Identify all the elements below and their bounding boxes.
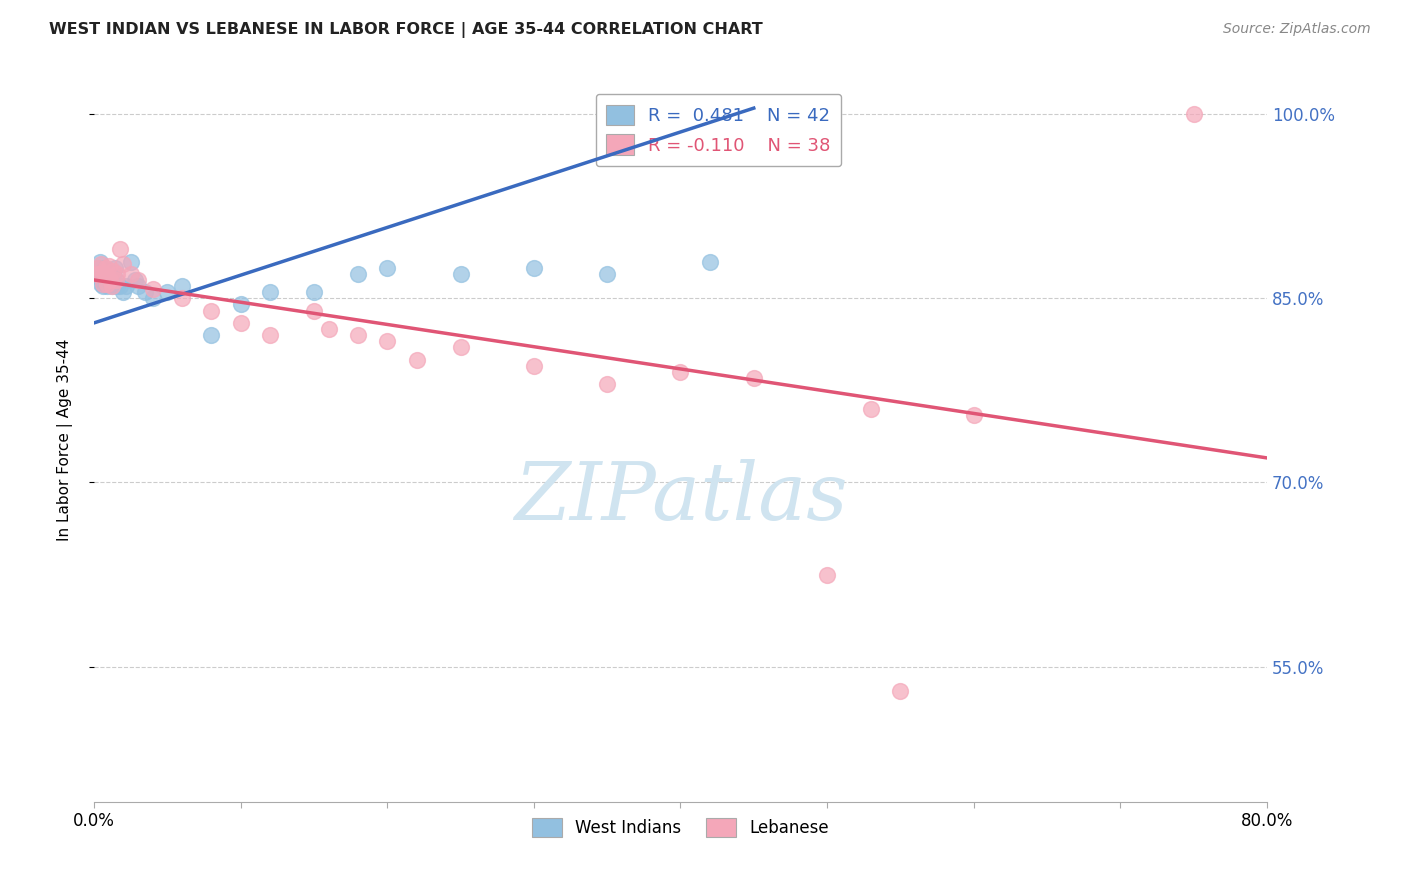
Lebanese <box>90 257 112 271</box>
Lebanese <box>259 328 281 343</box>
West Indians <box>91 279 114 293</box>
West Indians <box>523 260 546 275</box>
Lebanese <box>963 408 986 422</box>
West Indians <box>94 273 117 287</box>
West Indians <box>375 260 398 275</box>
West Indians <box>110 279 132 293</box>
West Indians <box>86 267 108 281</box>
West Indians <box>200 328 222 343</box>
Lebanese <box>347 328 370 343</box>
Lebanese <box>86 267 108 281</box>
West Indians <box>142 291 165 305</box>
Text: Source: ZipAtlas.com: Source: ZipAtlas.com <box>1223 22 1371 37</box>
West Indians <box>90 277 112 291</box>
West Indians <box>93 260 115 275</box>
Lebanese <box>889 684 911 698</box>
Lebanese <box>89 267 111 281</box>
Lebanese <box>110 242 132 256</box>
West Indians <box>96 279 118 293</box>
West Indians <box>124 273 146 287</box>
West Indians <box>93 267 115 281</box>
West Indians <box>97 273 120 287</box>
West Indians <box>347 267 370 281</box>
West Indians <box>91 267 114 281</box>
West Indians <box>115 279 138 293</box>
Lebanese <box>375 334 398 349</box>
Lebanese <box>318 322 340 336</box>
Lebanese <box>101 264 124 278</box>
West Indians <box>89 254 111 268</box>
West Indians <box>127 279 149 293</box>
West Indians <box>97 267 120 281</box>
Lebanese <box>120 267 142 281</box>
Lebanese <box>523 359 546 373</box>
Lebanese <box>669 365 692 379</box>
Lebanese <box>302 303 325 318</box>
Lebanese <box>87 260 110 275</box>
West Indians <box>302 285 325 300</box>
Lebanese <box>91 277 114 291</box>
West Indians <box>105 273 128 287</box>
West Indians <box>786 107 808 121</box>
Lebanese <box>405 352 427 367</box>
West Indians <box>100 279 122 293</box>
Lebanese <box>94 260 117 275</box>
West Indians <box>112 285 135 300</box>
West Indians <box>742 107 765 121</box>
West Indians <box>89 267 111 281</box>
Lebanese <box>112 257 135 271</box>
West Indians <box>699 254 721 268</box>
West Indians <box>229 297 252 311</box>
Lebanese <box>107 267 129 281</box>
Lebanese <box>450 341 472 355</box>
Legend: West Indians, Lebanese: West Indians, Lebanese <box>524 812 835 844</box>
Lebanese <box>596 377 619 392</box>
West Indians <box>87 260 110 275</box>
Lebanese <box>100 279 122 293</box>
West Indians <box>170 279 193 293</box>
Lebanese <box>860 401 883 416</box>
West Indians <box>98 277 121 291</box>
Text: WEST INDIAN VS LEBANESE IN LABOR FORCE | AGE 35-44 CORRELATION CHART: WEST INDIAN VS LEBANESE IN LABOR FORCE |… <box>49 22 763 38</box>
West Indians <box>107 279 129 293</box>
Lebanese <box>93 267 115 281</box>
West Indians <box>120 254 142 268</box>
Lebanese <box>97 260 120 274</box>
Lebanese <box>815 567 838 582</box>
West Indians <box>450 267 472 281</box>
West Indians <box>596 267 619 281</box>
West Indians <box>103 260 125 275</box>
Lebanese <box>170 291 193 305</box>
Lebanese <box>127 273 149 287</box>
West Indians <box>90 273 112 287</box>
Y-axis label: In Labor Force | Age 35-44: In Labor Force | Age 35-44 <box>58 338 73 541</box>
West Indians <box>156 285 179 300</box>
Lebanese <box>742 371 765 385</box>
West Indians <box>101 267 124 281</box>
Lebanese <box>200 303 222 318</box>
West Indians <box>134 285 156 300</box>
Text: ZIPatlas: ZIPatlas <box>513 458 848 536</box>
Lebanese <box>105 273 128 287</box>
Lebanese <box>1182 107 1205 121</box>
Lebanese <box>96 277 118 291</box>
Lebanese <box>98 273 121 287</box>
Lebanese <box>229 316 252 330</box>
Lebanese <box>142 281 165 295</box>
West Indians <box>259 285 281 300</box>
